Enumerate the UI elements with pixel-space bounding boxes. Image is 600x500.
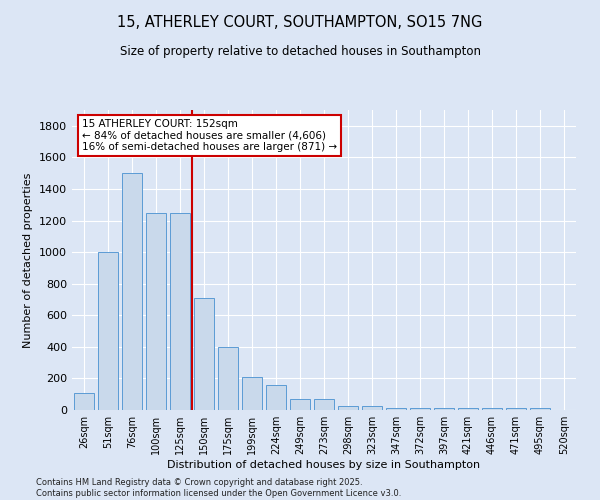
Bar: [506, 408, 526, 410]
Bar: [98, 252, 118, 410]
Bar: [362, 406, 382, 410]
Bar: [74, 394, 94, 410]
Text: Size of property relative to detached houses in Southampton: Size of property relative to detached ho…: [119, 45, 481, 58]
Bar: [458, 408, 478, 410]
Bar: [386, 408, 406, 410]
Bar: [314, 399, 334, 410]
Bar: [218, 347, 238, 410]
Bar: [410, 408, 430, 410]
Bar: [170, 212, 190, 410]
X-axis label: Distribution of detached houses by size in Southampton: Distribution of detached houses by size …: [167, 460, 481, 470]
Bar: [122, 173, 142, 410]
Bar: [266, 384, 286, 410]
Bar: [338, 406, 358, 410]
Bar: [530, 408, 550, 410]
Text: 15, ATHERLEY COURT, SOUTHAMPTON, SO15 7NG: 15, ATHERLEY COURT, SOUTHAMPTON, SO15 7N…: [118, 15, 482, 30]
Bar: [194, 298, 214, 410]
Bar: [242, 377, 262, 410]
Bar: [146, 212, 166, 410]
Y-axis label: Number of detached properties: Number of detached properties: [23, 172, 34, 348]
Bar: [290, 399, 310, 410]
Bar: [434, 408, 454, 410]
Bar: [482, 408, 502, 410]
Text: 15 ATHERLEY COURT: 152sqm
← 84% of detached houses are smaller (4,606)
16% of se: 15 ATHERLEY COURT: 152sqm ← 84% of detac…: [82, 119, 337, 152]
Text: Contains HM Land Registry data © Crown copyright and database right 2025.
Contai: Contains HM Land Registry data © Crown c…: [36, 478, 401, 498]
